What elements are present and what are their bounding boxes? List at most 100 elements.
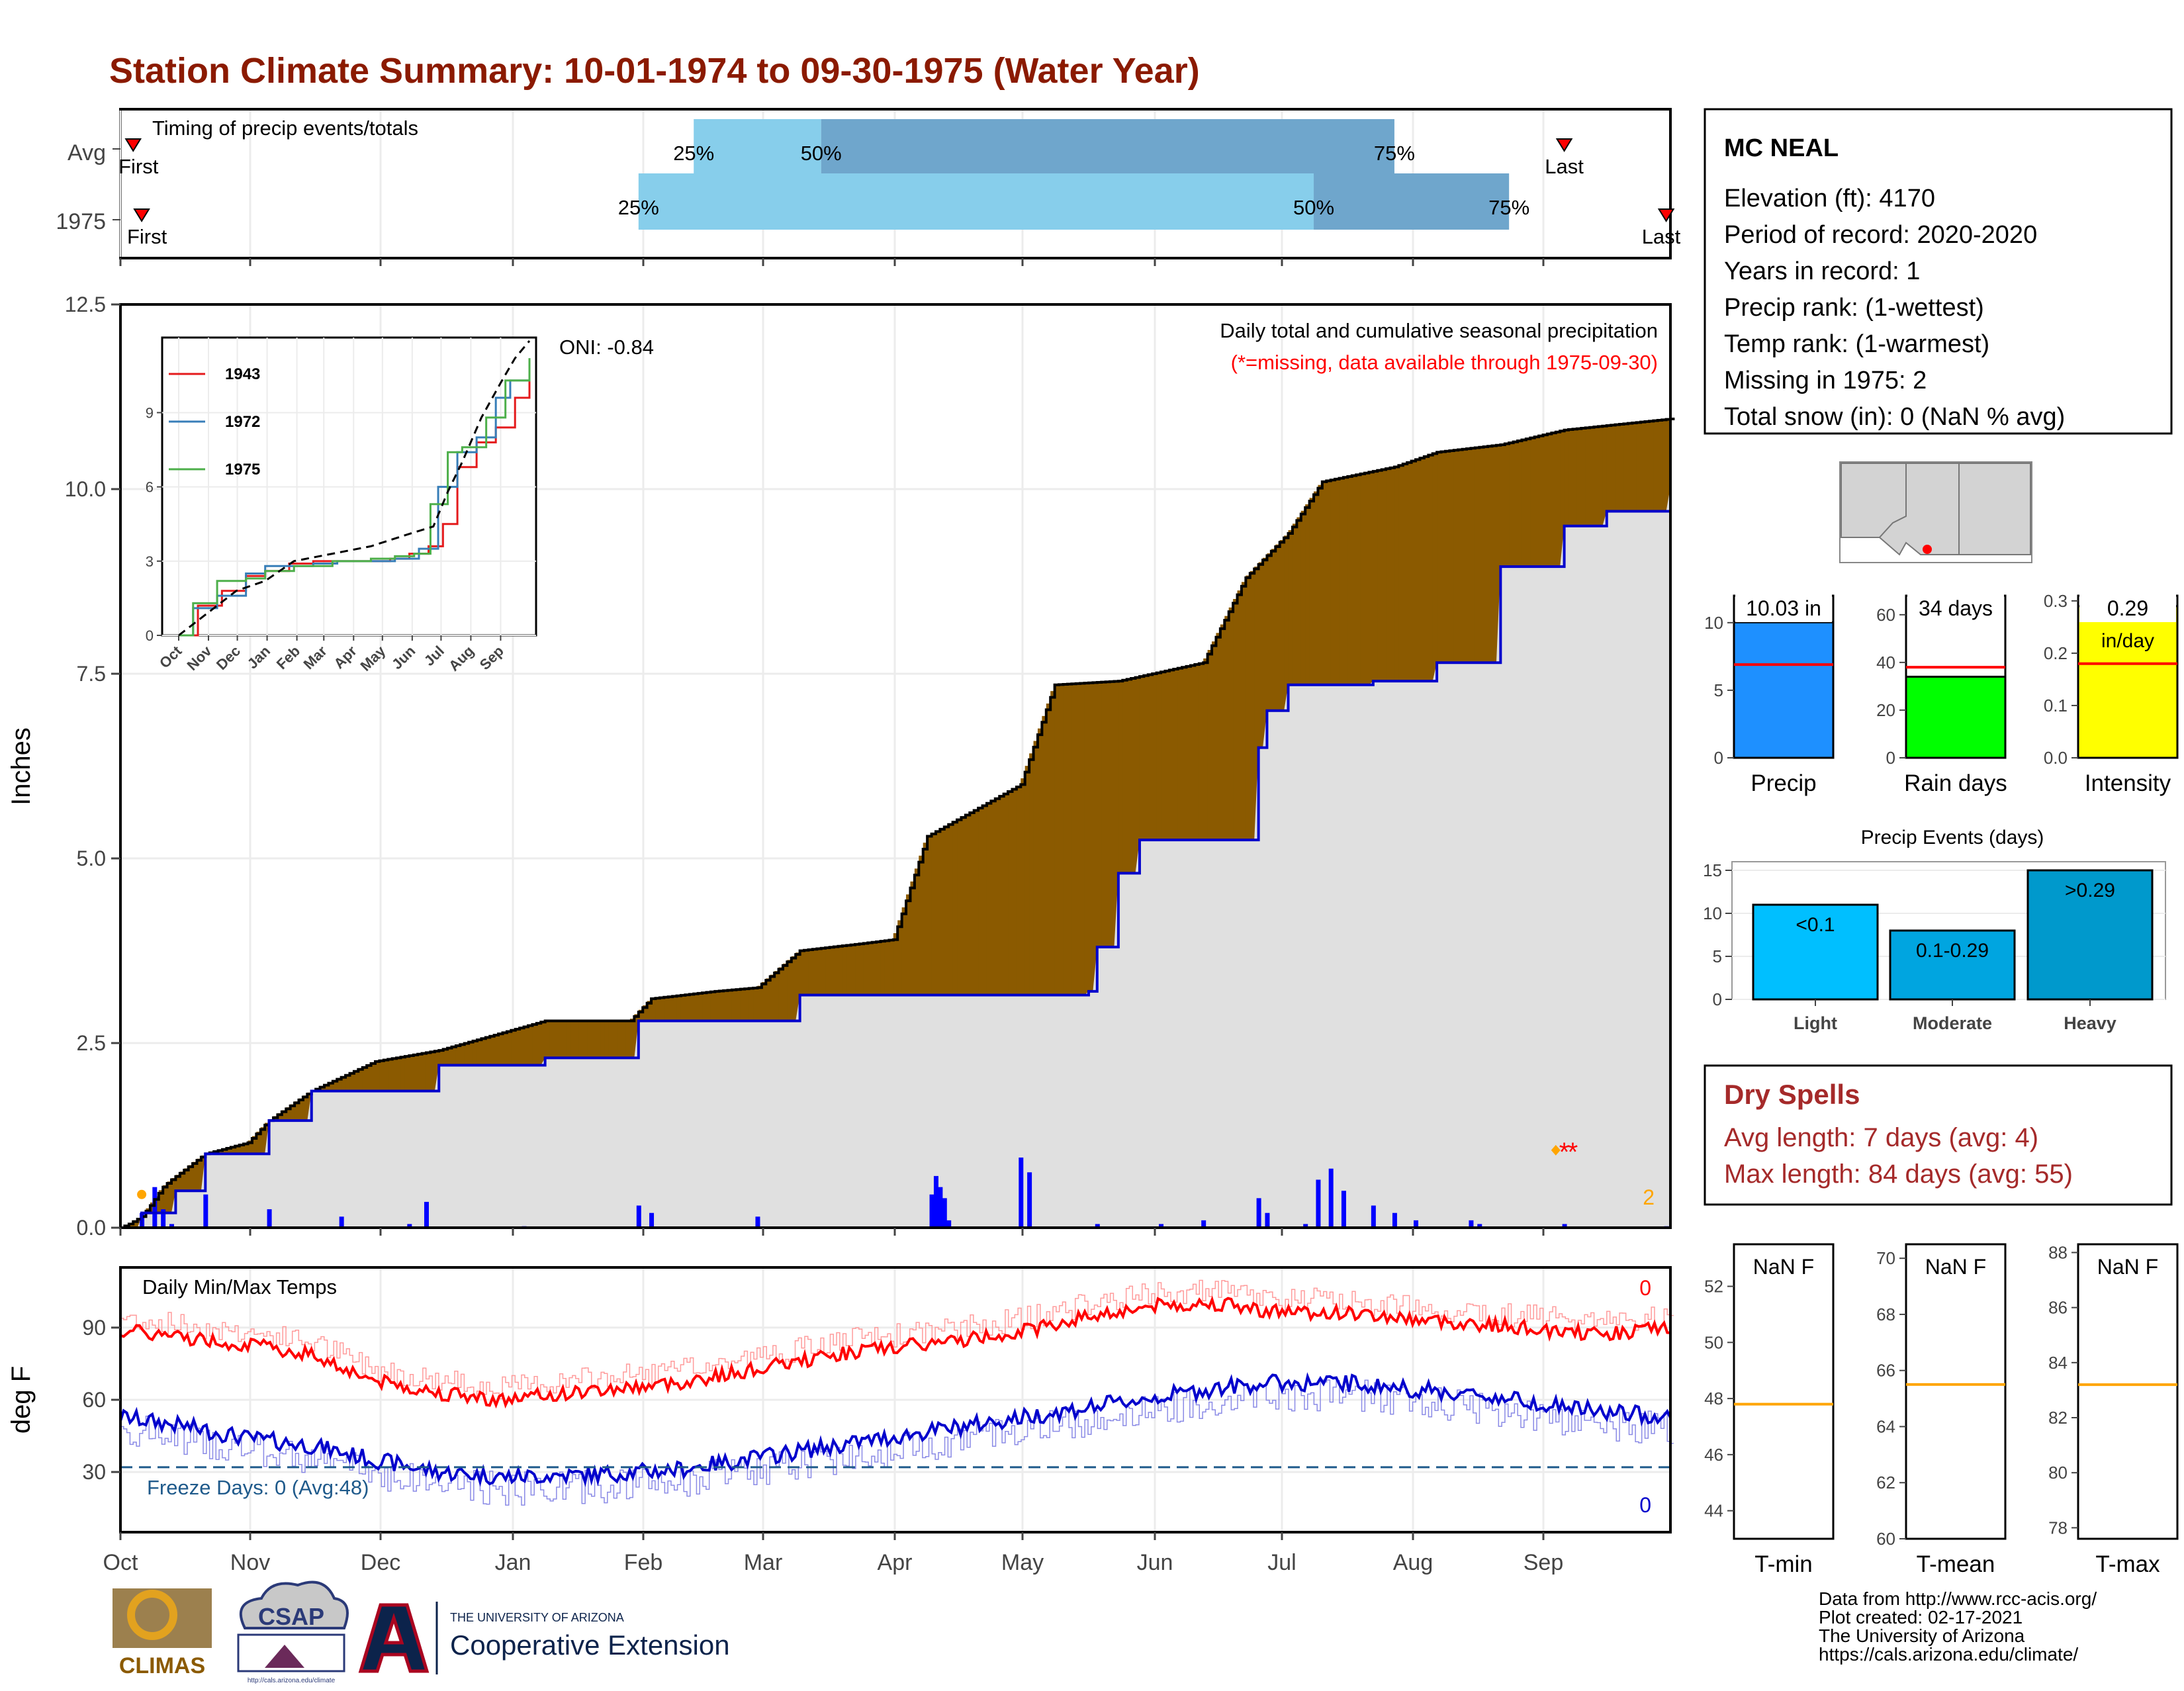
precip-diff-area (230, 1146, 236, 1154)
month-tick-label: Mar (744, 1550, 783, 1575)
precip-diff-area (1190, 664, 1195, 841)
precip-diff-area (876, 941, 882, 995)
ua-big-text: Cooperative Extension (450, 1629, 730, 1661)
location-map (1839, 461, 2032, 563)
precip-diff-area (668, 996, 673, 1021)
precip-diff-area (638, 1009, 643, 1021)
temp-y-axis-title: deg F (7, 1366, 36, 1434)
precip-diff-area (651, 998, 657, 1021)
inset-y-tick-label: 0 (146, 627, 154, 644)
events-bar-value: >0.29 (2065, 880, 2115, 901)
precip-diff-area (1186, 666, 1191, 841)
precip-diff-area (770, 974, 775, 1021)
timing-first-label: First (118, 155, 159, 178)
precip-diff-area (1365, 473, 1370, 685)
temp-summary-y-tick-label: 48 (1704, 1389, 1723, 1408)
temp-summary-y-tick-label: 52 (1704, 1277, 1723, 1297)
daily-precip-bar (1469, 1220, 1474, 1228)
events-x-label: Heavy (2064, 1013, 2116, 1033)
precip-diff-area (1161, 671, 1166, 841)
precip-diff-area (999, 795, 1005, 995)
precip-diff-area (1228, 607, 1234, 841)
precip-diff-area (647, 1001, 652, 1021)
precip-diff-area (1483, 446, 1488, 663)
precip-diff-area (1373, 471, 1378, 682)
month-tick-label: Apr (878, 1550, 913, 1575)
precip-diff-area (371, 1062, 376, 1091)
summary-y-tick-label: 5 (1714, 680, 1723, 700)
precip-diff-area (1602, 426, 1608, 526)
precip-diff-area (260, 1127, 265, 1154)
precip-diff-area (1003, 792, 1009, 995)
precip-diff-area (991, 800, 996, 995)
precip-diff-area (1407, 461, 1412, 682)
precip-diff-area (1126, 678, 1132, 874)
tmin-missing-count: 0 (1639, 1493, 1651, 1517)
summary-bar-rain-days (1905, 676, 2007, 759)
precip-diff-area (332, 1080, 338, 1091)
precip-diff-area (829, 946, 835, 995)
precip-diff-area (1152, 673, 1158, 841)
precip-diff-area (578, 1021, 584, 1058)
precip-diff-area (1195, 664, 1200, 841)
timing-label-75: 75% (1488, 196, 1529, 219)
station-location-marker (1923, 545, 1932, 554)
precip-diff-area (1050, 691, 1056, 995)
precip-diff-area (1653, 420, 1659, 512)
precip-diff-area (1530, 437, 1535, 567)
cumulative-average-line (120, 417, 1675, 1229)
csap-url-text: http://cals.arizona.edu/climate (248, 1677, 336, 1684)
summary-value-bg (2079, 594, 2176, 622)
daily-precip-bar (1265, 1212, 1270, 1228)
precip-diff-area (1649, 420, 1654, 512)
precip-diff-area (413, 1054, 418, 1091)
precip-diff-area (1564, 430, 1569, 526)
timing-first-marker (133, 208, 150, 222)
precip-diff-area (1500, 444, 1506, 567)
timing-label-25: 25% (618, 196, 659, 219)
precip-diff-area (1347, 476, 1353, 685)
precip-diff-area (557, 1021, 563, 1058)
events-bar-moderate (1889, 929, 2016, 1001)
precip-diff-area (1250, 571, 1255, 841)
precip-diff-area (986, 802, 991, 995)
precip-diff-area (1666, 419, 1671, 512)
timing-title: Timing of precip events/totals (152, 116, 418, 140)
precip-diff-area (672, 995, 678, 1021)
precip-diff-area (1105, 682, 1111, 947)
precip-diff-area (167, 1181, 172, 1213)
climas-logo: CLIMAS (113, 1588, 212, 1678)
precip-diff-area (613, 1021, 618, 1058)
summary-y-tick-label: 0 (1886, 748, 1895, 768)
precip-diff-area (817, 948, 822, 995)
precip-diff-area (1594, 426, 1599, 526)
precip-diff-area (1212, 641, 1217, 841)
precip-diff-area (804, 950, 809, 995)
precip-y-tick-label: 0.0 (77, 1216, 106, 1240)
precip-diff-area (1300, 510, 1306, 685)
precip-y-tick-label: 12.5 (65, 293, 106, 316)
precip-diff-area (502, 1032, 508, 1066)
oni-label: ONI: -0.84 (559, 336, 654, 359)
precip-diff-area (434, 1050, 439, 1091)
precip-diff-area (948, 823, 954, 995)
precip-diff-area (1351, 475, 1357, 685)
inset-y-tick-label: 9 (146, 404, 154, 421)
daily-precip-bar (1477, 1224, 1482, 1228)
precip-diff-area (749, 988, 754, 1021)
precip-diff-area (256, 1131, 261, 1154)
precip-diff-area (872, 942, 877, 995)
temp-summary-y-tick-label: 68 (1876, 1304, 1895, 1324)
summary-unit-label: in/day (2101, 630, 2154, 652)
events-x-label: Light (1794, 1013, 1837, 1033)
precip-diff-area (439, 1050, 444, 1066)
summary-value-bg (1907, 594, 2004, 622)
precip-diff-area (298, 1098, 304, 1121)
precip-diff-area (1029, 753, 1034, 995)
precip-diff-area (583, 1021, 588, 1058)
ua-logo: THE UNIVERSITY OF ARIZONA Cooperative Ex… (358, 1602, 730, 1674)
summary-y-tick-label: 20 (1876, 700, 1895, 720)
timing-label-50: 50% (1293, 196, 1334, 219)
precip-diff-area (1016, 786, 1021, 995)
